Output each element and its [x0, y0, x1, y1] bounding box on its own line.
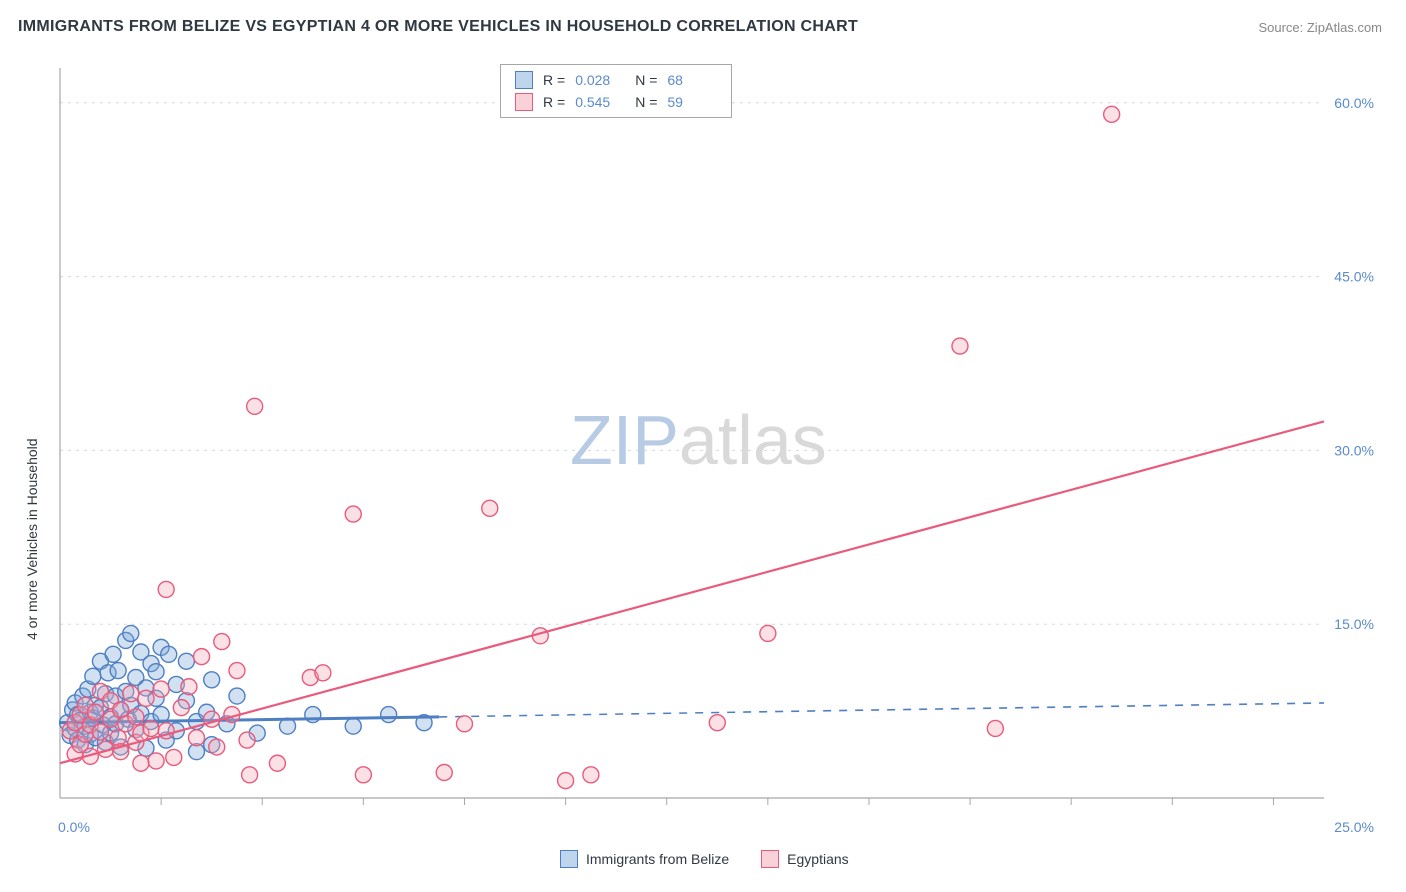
- chart-title: IMMIGRANTS FROM BELIZE VS EGYPTIAN 4 OR …: [18, 18, 858, 36]
- legend-row-series-1: R = 0.028 N = 68: [515, 71, 717, 89]
- chart-container: IMMIGRANTS FROM BELIZE VS EGYPTIAN 4 OR …: [0, 0, 1406, 892]
- legend-bottom-label-1: Immigrants from Belize: [586, 851, 729, 867]
- correlation-legend: R = 0.028 N = 68 R = 0.545 N = 59: [500, 64, 732, 118]
- legend-bottom-label-2: Egyptians: [787, 851, 848, 867]
- legend-r-label-2: R =: [543, 94, 565, 110]
- y-axis-label: 4 or more Vehicles in Household: [24, 438, 40, 640]
- legend-bottom-swatch-2: [761, 850, 779, 868]
- legend-n-value-2: 59: [667, 94, 717, 110]
- series-legend: Immigrants from Belize Egyptians: [560, 850, 849, 868]
- legend-n-label-2: N =: [635, 94, 657, 110]
- svg-text:15.0%: 15.0%: [1334, 616, 1374, 632]
- legend-item-2: Egyptians: [761, 850, 848, 868]
- source-attribution: Source: ZipAtlas.com: [1258, 20, 1382, 35]
- legend-n-label-1: N =: [635, 72, 657, 88]
- svg-text:60.0%: 60.0%: [1334, 95, 1374, 111]
- plot-area: 15.0% 30.0% 45.0% 60.0% 0.0% 25.0%: [54, 58, 1384, 838]
- legend-r-value-2: 0.545: [575, 94, 625, 110]
- svg-text:25.0%: 25.0%: [1334, 819, 1374, 835]
- svg-text:0.0%: 0.0%: [58, 819, 90, 835]
- legend-bottom-swatch-1: [560, 850, 578, 868]
- legend-r-value-1: 0.028: [575, 72, 625, 88]
- legend-item-1: Immigrants from Belize: [560, 850, 729, 868]
- legend-swatch-2: [515, 93, 533, 111]
- legend-r-label-1: R =: [543, 72, 565, 88]
- legend-n-value-1: 68: [667, 72, 717, 88]
- legend-row-series-2: R = 0.545 N = 59: [515, 93, 717, 111]
- svg-text:30.0%: 30.0%: [1334, 442, 1374, 458]
- scatter-chart: 15.0% 30.0% 45.0% 60.0% 0.0% 25.0%: [54, 58, 1384, 838]
- svg-text:45.0%: 45.0%: [1334, 269, 1374, 285]
- legend-swatch-1: [515, 71, 533, 89]
